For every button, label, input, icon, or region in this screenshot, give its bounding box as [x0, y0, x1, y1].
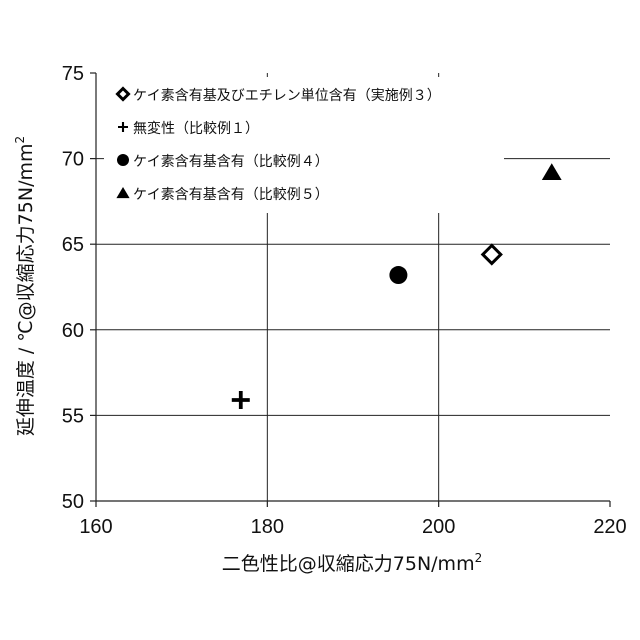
legend-item: ケイ素含有基含有（比較例５） [116, 186, 328, 203]
legend-label: ケイ素含有基含有（比較例４） [133, 153, 329, 170]
legend-label: ケイ素含有基含有（比較例５） [133, 186, 329, 203]
legend-item: ケイ素含有基含有（比較例４） [117, 153, 329, 170]
y-tick-label: 60 [62, 320, 84, 342]
y-axis-title-text: 延伸温度 / ℃@収縮応力75N/mm [15, 144, 37, 437]
legend-label: ケイ素含有基及びエチレン単位含有（実施例３） [133, 87, 441, 104]
x-tick-label: 160 [79, 516, 112, 538]
data-point-plus [232, 391, 250, 409]
y-tick-label: 75 [62, 63, 84, 85]
x-tick-label: 180 [251, 516, 284, 538]
y-tick-label: 70 [62, 149, 84, 171]
x-tick-label: 200 [422, 516, 455, 538]
legend-label: 無変性（比較例１） [133, 120, 259, 137]
y-tick-label: 50 [62, 491, 84, 513]
data-point-circle [389, 266, 407, 284]
legend-item: ケイ素含有基及びエチレン単位含有（実施例３） [118, 87, 441, 104]
x-axis-title-sup: 2 [475, 551, 483, 565]
y-axis-title: 延伸温度 / ℃@収縮応力75N/mm2 [13, 136, 37, 436]
x-tick-label: 220 [593, 516, 626, 538]
y-tick-label: 65 [62, 234, 84, 256]
legend-item: 無変性（比較例１） [118, 120, 259, 137]
y-tick-label: 55 [62, 405, 84, 427]
x-axis-title-text: 二色性比@収縮応力75N/mm [222, 553, 475, 575]
data-point-triangle [542, 163, 562, 180]
legend-marker-circle [117, 154, 129, 166]
x-axis-title: 二色性比@収縮応力75N/mm2 [222, 551, 482, 575]
y-axis-title-sup: 2 [13, 136, 27, 144]
data-point-diamond-open [483, 245, 501, 263]
